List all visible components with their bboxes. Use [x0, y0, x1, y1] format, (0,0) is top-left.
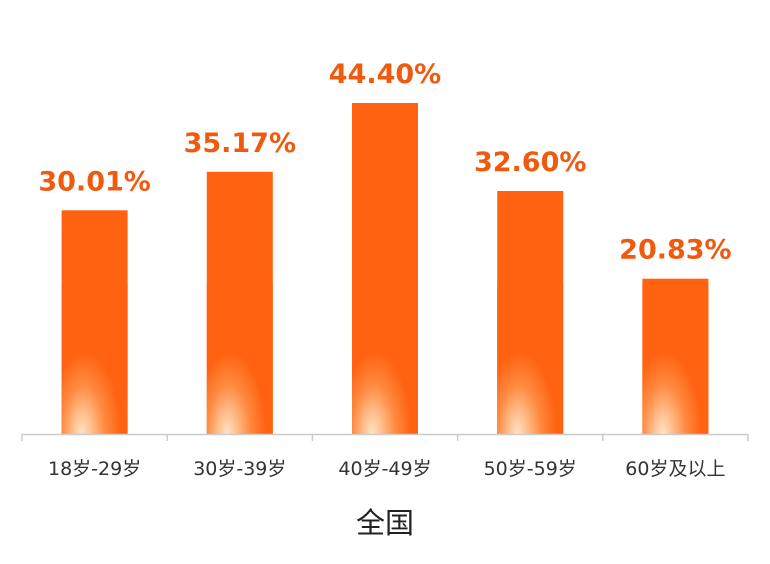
data-label-3: 32.60% [474, 147, 586, 178]
x-tick-label-1: 30岁-39岁 [193, 458, 286, 480]
x-axis: 18岁-29岁 30岁-39岁 40岁-49岁 50岁-59岁 60岁及以上 [21, 433, 749, 480]
data-label-0: 30.01% [38, 166, 150, 197]
bar-glow-4 [642, 284, 709, 434]
x-tick-label-3: 50岁-59岁 [484, 458, 577, 480]
x-tick-label-0: 18岁-29岁 [48, 458, 141, 480]
bars-layer [61, 103, 709, 435]
bar-glow-0 [61, 284, 128, 434]
x-tick-label-2: 40岁-49岁 [338, 458, 431, 480]
bar-glow-2 [352, 284, 418, 434]
x-axis-title: 全国 [356, 506, 414, 540]
x-tick-label-4: 60岁及以上 [625, 458, 725, 480]
data-label-2: 44.40% [329, 59, 441, 90]
data-labels-layer: 30.01% 35.17% 44.40% 32.60% 20.83% [38, 59, 731, 266]
data-label-4: 20.83% [619, 235, 731, 266]
bar-glow-3 [497, 284, 564, 434]
data-label-1: 35.17% [184, 128, 296, 159]
bar-glow-1 [206, 284, 273, 434]
